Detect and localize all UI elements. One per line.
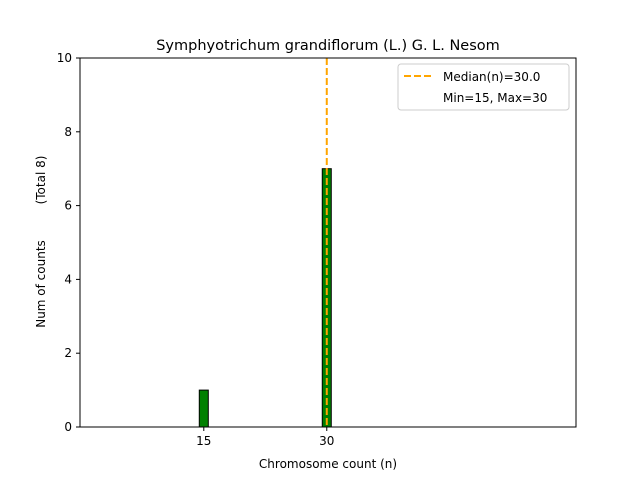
y-tick-label: 4 [64,272,72,286]
y-axis-total-label: (Total 8) [34,156,48,205]
y-tick-label: 0 [64,420,72,434]
legend-minmax-label: Min=15, Max=30 [443,91,547,105]
y-tick-label: 6 [64,199,72,213]
x-axis-label: Chromosome count (n) [259,457,397,471]
y-tick-label: 2 [64,346,72,360]
y-tick-label: 8 [64,125,72,139]
legend-median-label: Median(n)=30.0 [443,70,540,84]
x-tick-label: 30 [319,434,334,448]
x-tick-label: 15 [196,434,211,448]
y-tick-label: 10 [57,51,72,65]
legend: Median(n)=30.0 Min=15, Max=30 [397,63,570,111]
y-axis-label: Num of counts [34,240,48,328]
histogram-bar [198,389,209,428]
chart-title: Symphyotrichum grandiflorum (L.) G. L. N… [156,38,500,54]
plot-frame [79,57,577,428]
